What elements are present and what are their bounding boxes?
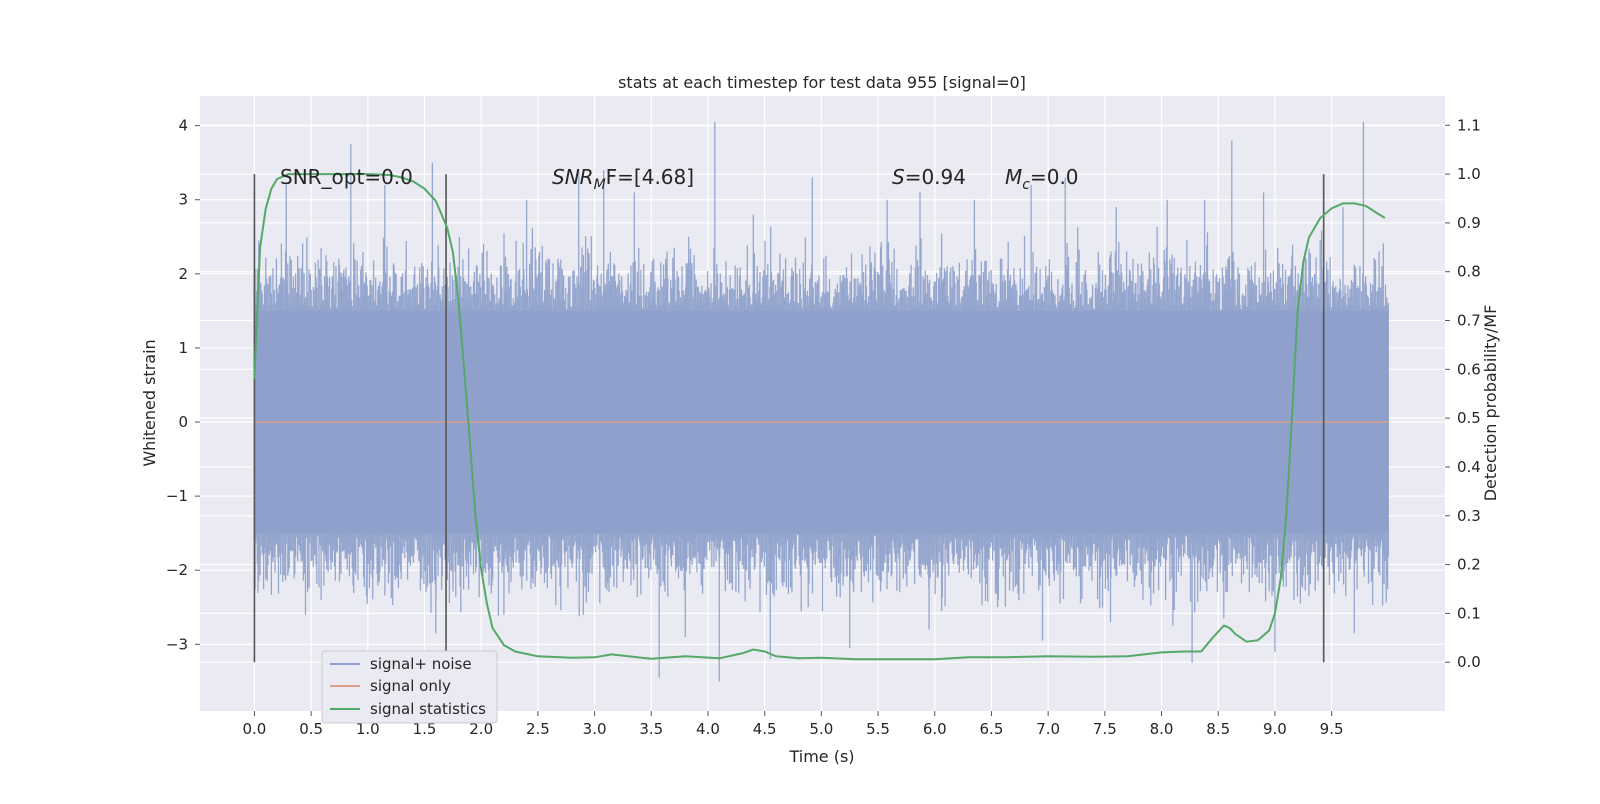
chart-title: stats at each timestep for test data 955… — [618, 73, 1026, 92]
y-tick-label: −2 — [166, 561, 188, 579]
y-right-tick-label: 0.8 — [1457, 263, 1481, 281]
x-tick-label: 5.5 — [866, 720, 890, 738]
mc-value: =0.0 — [1030, 165, 1079, 189]
x-tick-label: 3.5 — [639, 720, 663, 738]
x-tick-label: 6.5 — [980, 720, 1004, 738]
s-value: =0.94 — [905, 165, 966, 189]
s-symbol: S — [892, 165, 905, 189]
x-tick-label: 8.5 — [1206, 720, 1230, 738]
y-axis-label: Whitened strain — [140, 339, 159, 466]
legend: signal+ noise signal only signal statist… — [321, 650, 498, 724]
x-tick-label: 0.0 — [242, 720, 266, 738]
legend-label-signal-statistics: signal statistics — [370, 700, 486, 718]
signal-statistics-line — [253, 173, 1386, 661]
x-tick-label: 6.0 — [923, 720, 947, 738]
y-right-tick-label: 1.1 — [1457, 116, 1481, 134]
y-axis-left-ticks: −3 −2 −1 0 1 2 3 4 — [166, 117, 200, 653]
y-tick-label: −1 — [166, 487, 188, 505]
y-axis-right-label: Detection probability/MF — [1481, 305, 1500, 502]
snr-mf-annotation: SNRMF=[4.68] — [552, 165, 694, 193]
x-tick-label: 2.0 — [469, 720, 493, 738]
x-axis-label: Time (s) — [788, 747, 854, 766]
y-tick-label: 0 — [178, 413, 188, 431]
y-right-tick-label: 0.0 — [1457, 653, 1481, 671]
y-right-tick-label: 0.5 — [1457, 409, 1481, 427]
x-tick-label: 7.0 — [1036, 720, 1060, 738]
x-tick-label: 4.0 — [696, 720, 720, 738]
vertical-markers — [253, 174, 1325, 663]
x-axis-ticks: 0.0 0.5 1.0 1.5 2.0 2.5 3.0 3.5 4.0 4.5 5.0 5.5 6.0 6… — [242, 711, 1344, 738]
legend-label-signal-noise: signal+ noise — [370, 655, 472, 673]
x-tick-label: 3.0 — [583, 720, 607, 738]
y-axis-right-ticks: 0.0 0.1 0.2 0.3 0.4 0.5 0.6 0.7 0.8 0.9 1.0 1.1 — [1445, 116, 1481, 671]
y-right-tick-label: 0.7 — [1457, 312, 1481, 330]
snr-mf-value: F=[4.68] — [606, 165, 694, 189]
y-right-tick-label: 0.3 — [1457, 507, 1481, 525]
x-tick-label: 9.5 — [1320, 720, 1344, 738]
y-right-tick-label: 0.1 — [1457, 604, 1481, 622]
x-tick-label: 9.0 — [1263, 720, 1287, 738]
mc-subscript: c — [1022, 177, 1030, 193]
y-tick-label: 1 — [178, 339, 188, 357]
y-tick-label: 4 — [178, 117, 188, 135]
y-right-tick-label: 0.6 — [1457, 360, 1481, 378]
x-tick-label: 0.5 — [299, 720, 323, 738]
snr-mf-subscript: M — [594, 177, 606, 193]
y-tick-label: 3 — [178, 191, 188, 209]
mc-annotation: Mc=0.0 — [1005, 165, 1079, 193]
y-right-tick-label: 0.2 — [1457, 556, 1481, 574]
x-tick-label: 4.5 — [753, 720, 777, 738]
y-right-tick-label: 0.9 — [1457, 214, 1481, 232]
y-right-tick-label: 0.4 — [1457, 458, 1481, 476]
snr-mf-symbol: SNR — [552, 165, 594, 189]
mc-symbol: M — [1005, 165, 1022, 189]
x-tick-label: 7.5 — [1093, 720, 1117, 738]
snr-opt-annotation: SNR_opt=0.0 — [280, 165, 413, 189]
x-tick-label: 1.0 — [356, 720, 380, 738]
legend-label-signal-only: signal only — [370, 677, 451, 695]
s-annotation: S=0.94 — [892, 165, 966, 189]
y-right-tick-label: 1.0 — [1457, 165, 1481, 183]
x-tick-label: 8.0 — [1150, 720, 1174, 738]
x-tick-label: 2.5 — [526, 720, 550, 738]
legend-box — [321, 650, 498, 724]
y-tick-label: 2 — [178, 265, 188, 283]
y-tick-label: −3 — [166, 635, 188, 653]
x-tick-label: 5.0 — [809, 720, 833, 738]
x-tick-label: 1.5 — [413, 720, 437, 738]
